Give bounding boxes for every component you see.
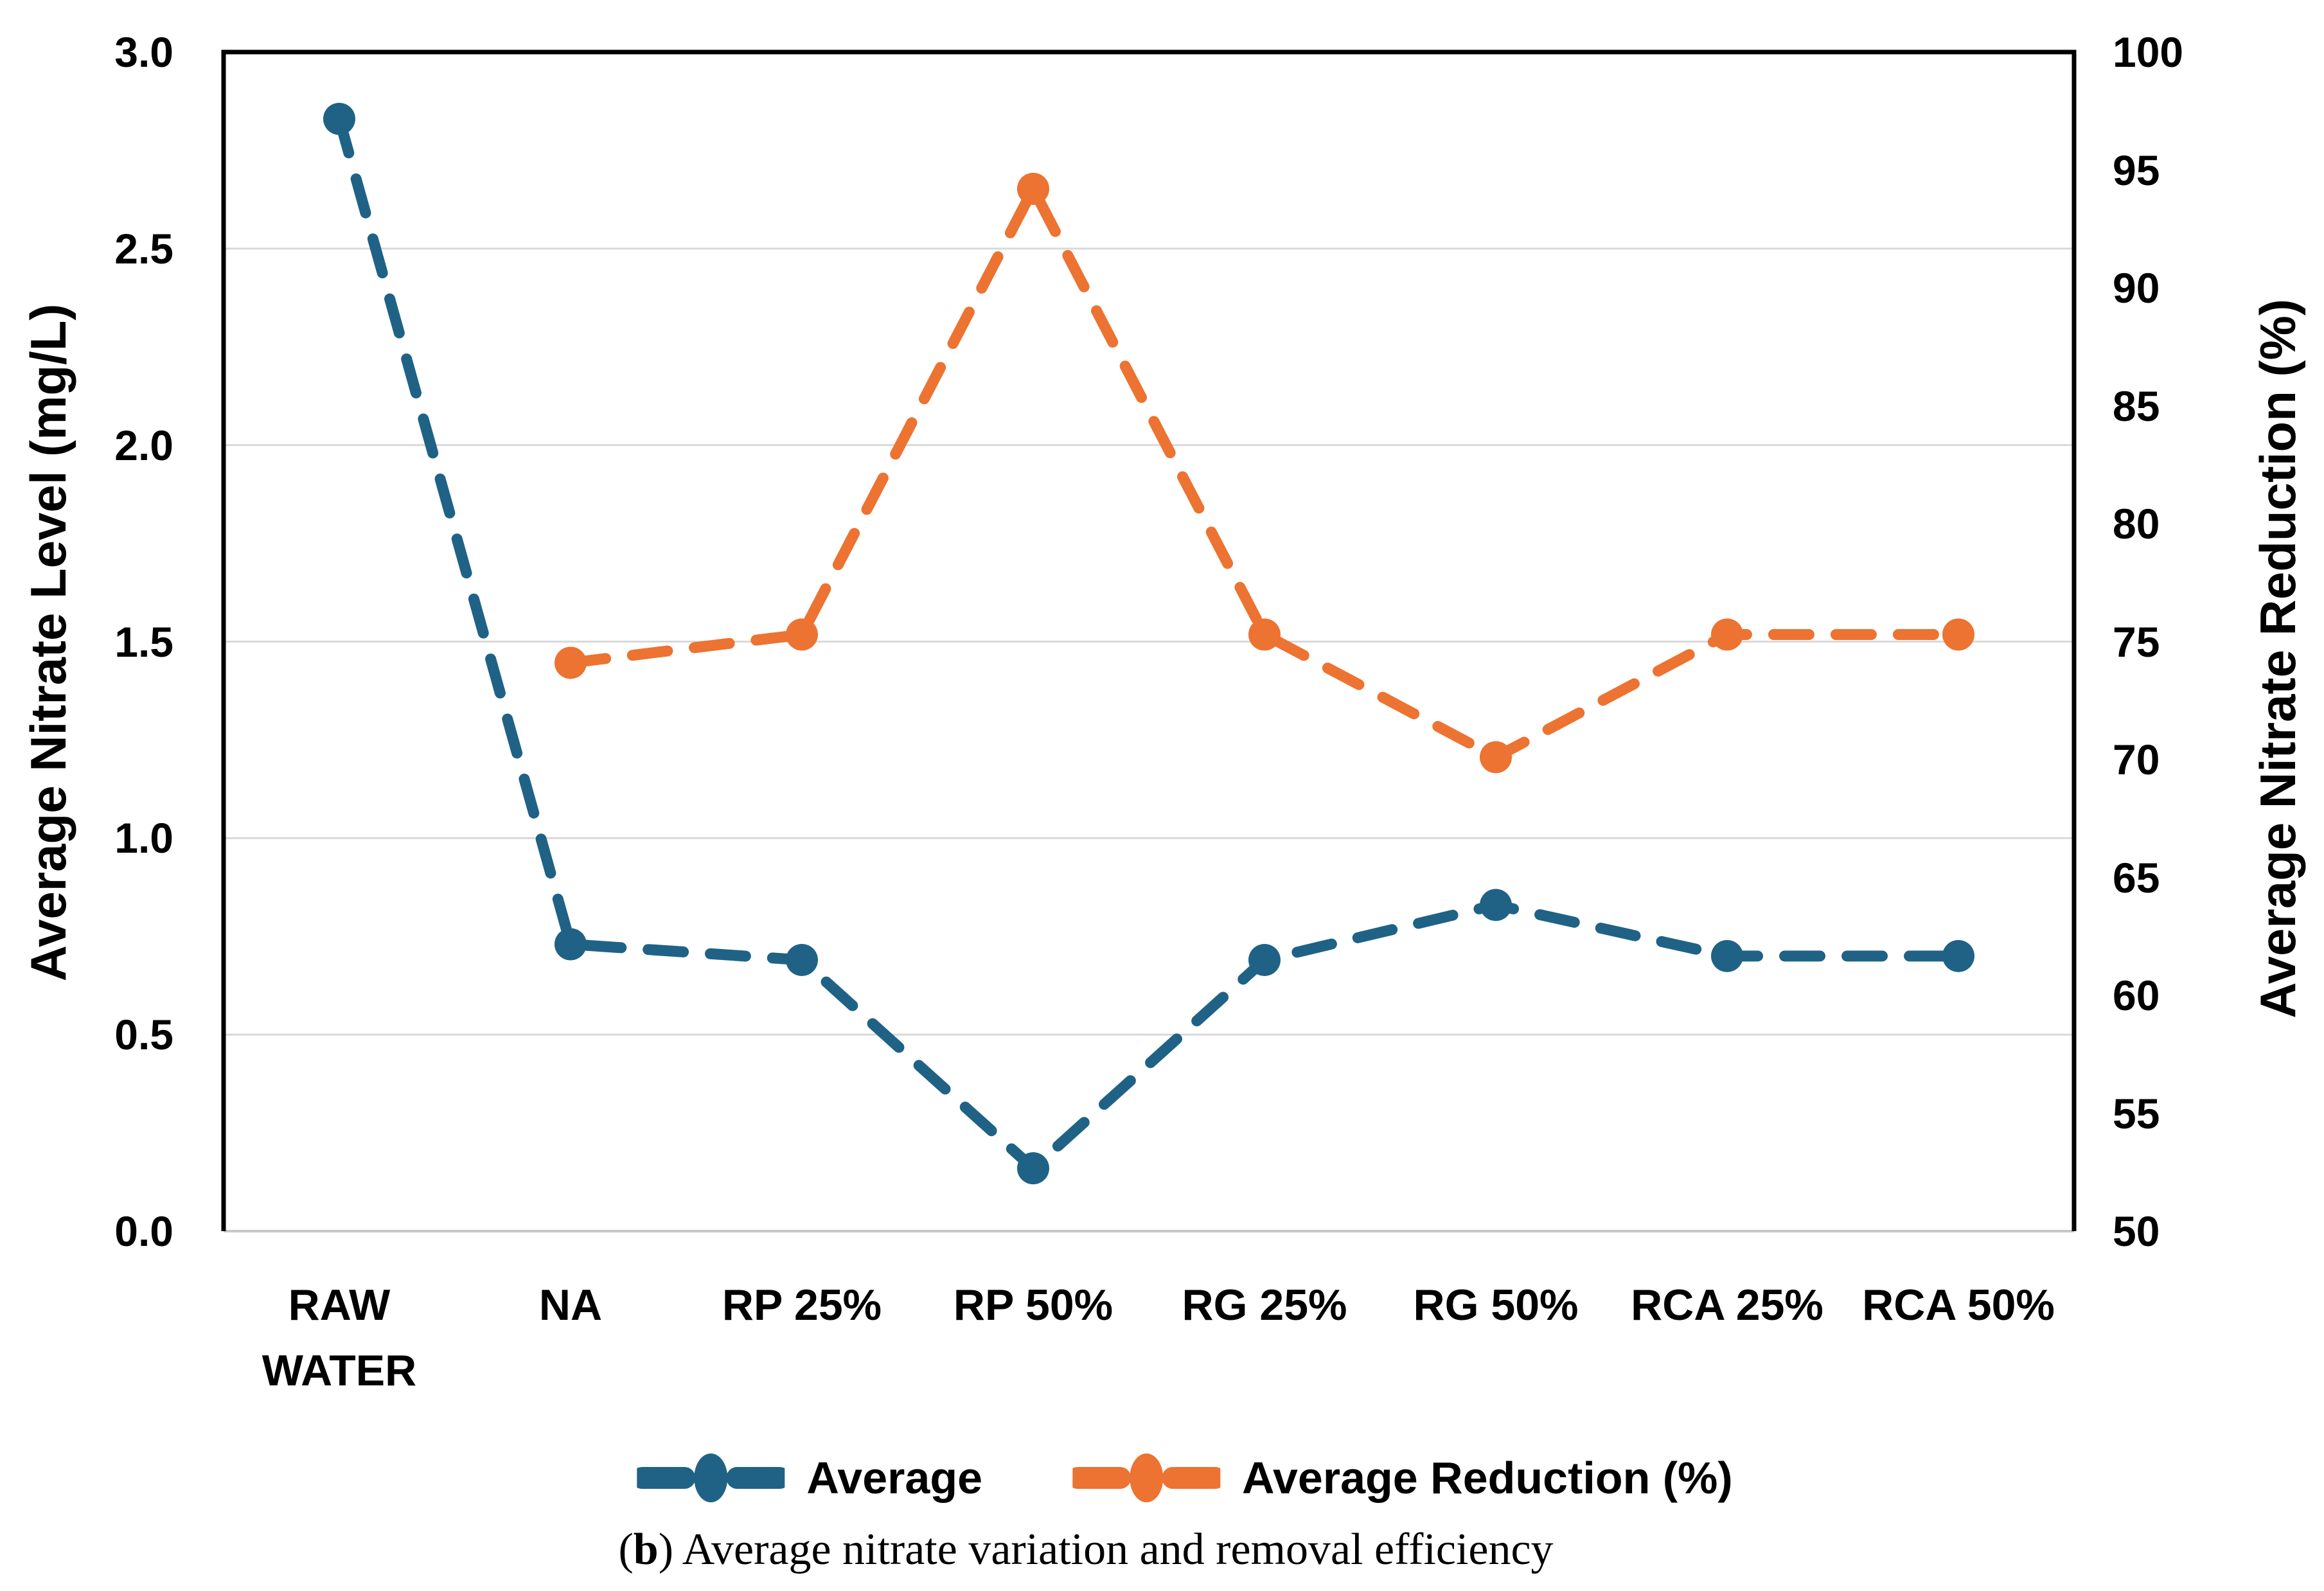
right-axis-tick-label: 80 (2113, 500, 2160, 547)
right-axis-tick-label: 50 (2113, 1207, 2160, 1255)
legend-item-average: Average (637, 1452, 982, 1504)
right-axis-tick-label: 70 (2113, 736, 2160, 783)
x-axis-category-label: RCA 25% (1631, 1281, 1823, 1329)
legend-label-average: Average (806, 1453, 983, 1503)
caption-prefix: ( (618, 1525, 634, 1574)
chart-legend: Average Average Reduction (%) (637, 1452, 1733, 1504)
x-axis-category-label: RCA 50% (1862, 1281, 2055, 1329)
right-axis-tick-label: 65 (2113, 853, 2160, 902)
left-axis-title: Average Nitrate Level (mg/L) (20, 303, 76, 982)
x-axis-category-label: RP 25% (722, 1281, 882, 1329)
right-axis-tick-label: 95 (2113, 146, 2160, 194)
left-axis-tick-label: 2.0 (114, 421, 173, 469)
x-axis-category-label: RG 25% (1182, 1281, 1347, 1329)
x-axis-category-label: RAW WATER (262, 1281, 417, 1395)
right-axis-tick-label: 100 (2113, 28, 2184, 76)
caption-rest: ) Average nitrate variation and removal … (658, 1525, 1554, 1574)
right-axis-tick-label: 90 (2113, 264, 2160, 312)
right-axis-tick-label: 60 (2113, 972, 2160, 1019)
legend-item-average-reduction: Average Reduction (%) (1072, 1452, 1733, 1504)
average-reduction-series-marker-icon (1072, 1453, 1221, 1502)
right-axis-tick-label: 75 (2113, 618, 2160, 666)
right-axis-tick-label: 55 (2113, 1089, 2160, 1137)
right-axis-title: Average Nitrate Reduction (%) (2249, 299, 2306, 1018)
right-axis-tick-label: 85 (2113, 382, 2160, 430)
left-axis-tick-label: 1.5 (114, 618, 173, 666)
left-axis-tick-label: 1.0 (114, 814, 173, 862)
average-series-marker-icon (637, 1453, 785, 1502)
left-axis-tick-label: 0.0 (114, 1207, 173, 1255)
x-axis-category-label: RP 50% (953, 1281, 1113, 1329)
figure-caption: (b) Average nitrate variation and remova… (618, 1524, 1553, 1576)
x-axis-category-label: RG 50% (1413, 1281, 1579, 1329)
left-axis-tick-label: 2.5 (114, 224, 173, 272)
x-axis-category-label: NA (538, 1281, 603, 1329)
legend-label-average-reduction: Average Reduction (%) (1242, 1453, 1733, 1503)
left-axis-tick-label: 0.5 (114, 1011, 173, 1059)
caption-marker: b (633, 1525, 659, 1574)
left-axis-tick-label: 3.0 (114, 28, 173, 76)
